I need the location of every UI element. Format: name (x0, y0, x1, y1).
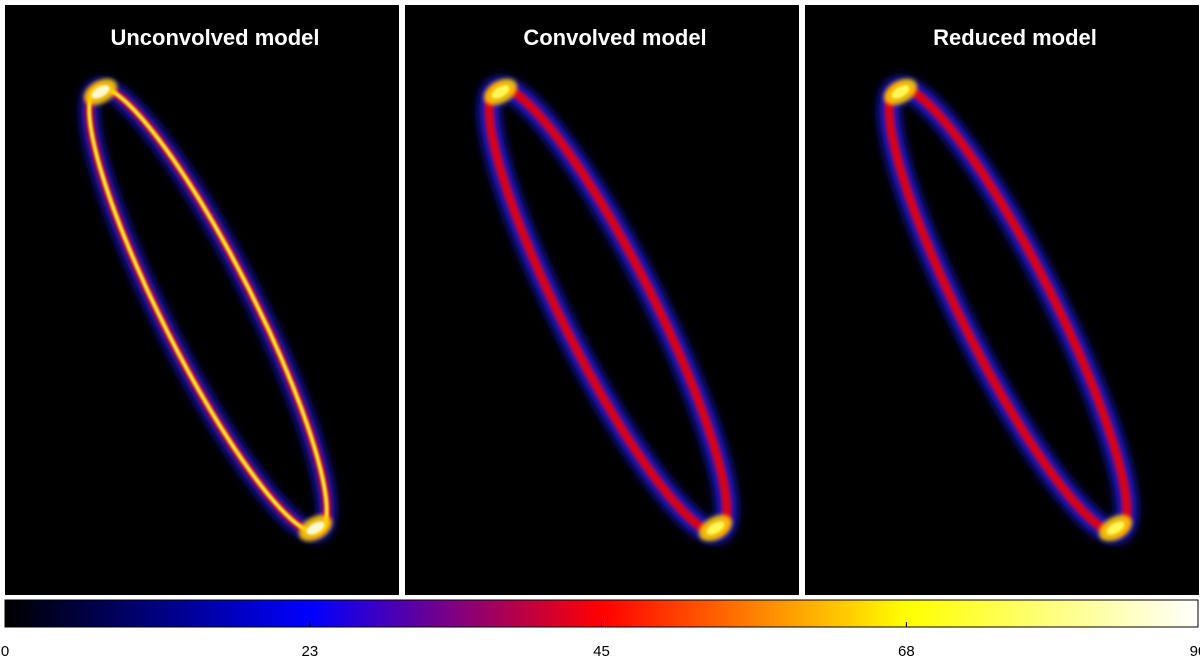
panel: Reduced model (805, 5, 1199, 595)
panel-background (805, 5, 1199, 595)
panel-title: Reduced model (933, 25, 1097, 50)
ring-end-core (706, 521, 725, 535)
ring-end-core (1106, 521, 1125, 535)
colorbar-tick-label: 0 (1, 643, 9, 657)
ring-end-core (891, 85, 910, 99)
panel: Unconvolved model (5, 5, 399, 595)
panel: Convolved model (405, 5, 799, 595)
panel-title: Convolved model (523, 25, 706, 50)
panel-background (405, 5, 799, 595)
ring-end-core (91, 85, 110, 99)
ring-end-core (306, 521, 325, 535)
colorbar-tick-label: 90 (1190, 643, 1200, 657)
colorbar-tick-label: 45 (593, 643, 610, 657)
ring-end-core (491, 85, 510, 99)
colorbar-tick-label: 68 (898, 643, 915, 657)
panel-background (5, 5, 399, 595)
colorbar-tick-label: 23 (302, 643, 319, 657)
panel-title: Unconvolved model (110, 25, 319, 50)
